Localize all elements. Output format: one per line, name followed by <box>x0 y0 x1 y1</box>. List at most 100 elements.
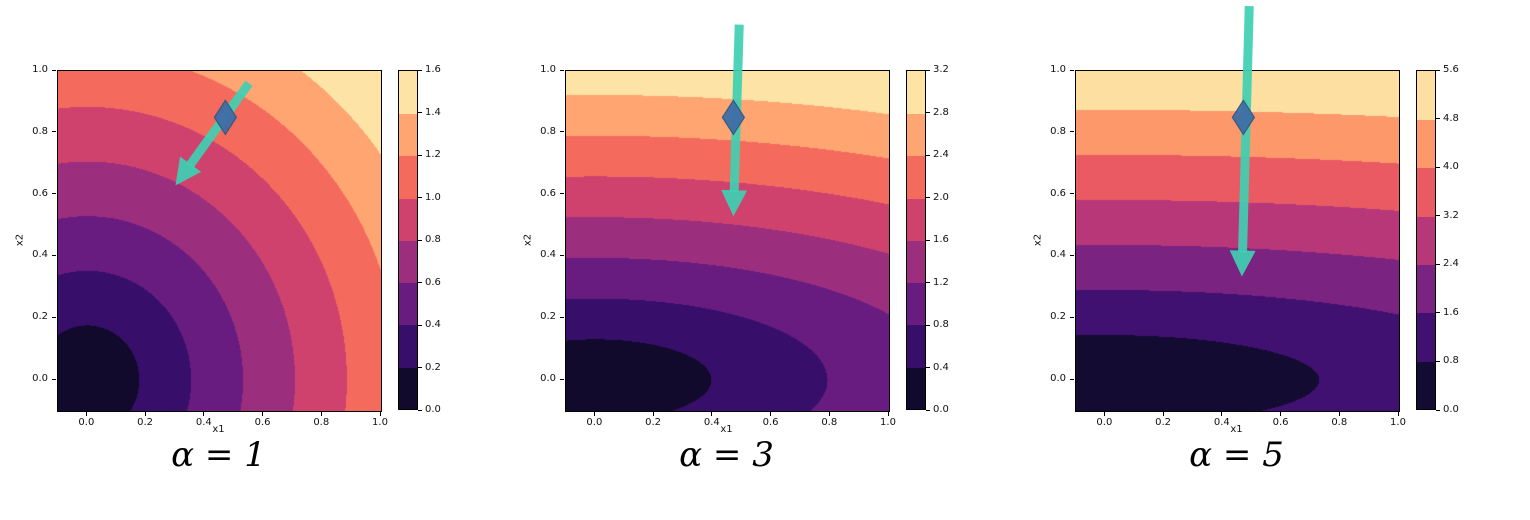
x-tick-mark <box>320 412 322 416</box>
x-tick-label: 0.4 <box>195 417 212 428</box>
colorbar-tick-label: 1.2 <box>933 276 949 288</box>
x-tick-mark <box>1103 412 1105 416</box>
colorbar-tick-label: 1.4 <box>425 106 441 118</box>
colorbar-band <box>399 282 417 326</box>
contour-panel-alpha-1: x2 x1 α = 1 0.0 0.2 0.4 0.6 0.8 1.0 0.0 0.2 0.4 0… <box>0 0 510 520</box>
caption-alpha-1: α = 1 <box>171 435 266 475</box>
y-tick-label: 0.2 <box>540 311 556 323</box>
colorbar-band <box>907 71 925 115</box>
axes <box>57 70 382 412</box>
colorbar-tick-label: 0.2 <box>425 361 441 373</box>
y-tick-mark <box>52 69 56 71</box>
y-axis-label: x2 <box>14 233 26 247</box>
y-tick-label: 0.0 <box>32 373 48 385</box>
colorbar-band <box>907 155 925 199</box>
x-tick-mark <box>1338 412 1340 416</box>
x-tick-label: 1.0 <box>1390 417 1406 428</box>
x-tick-mark <box>887 412 889 416</box>
colorbar-tick-mark <box>926 282 930 283</box>
colorbar-band <box>1417 119 1435 169</box>
colorbar-tick-label: 1.0 <box>425 191 441 203</box>
colorbar <box>1416 70 1436 410</box>
y-tick-mark <box>52 131 56 133</box>
colorbar-tick-label: 2.0 <box>933 191 949 203</box>
y-tick-label: 0.0 <box>540 373 556 385</box>
colorbar-tick-mark <box>418 112 422 113</box>
colorbar-band <box>399 71 417 115</box>
y-tick-label: 0.0 <box>1050 373 1066 385</box>
x-tick-mark <box>1397 412 1399 416</box>
y-tick-mark <box>560 378 564 380</box>
colorbar-band <box>907 240 925 284</box>
colorbar-tick-mark <box>418 282 422 283</box>
y-axis-label: x2 <box>1032 233 1044 247</box>
colorbar-tick-label: 0.8 <box>933 319 949 330</box>
y-tick-mark <box>1070 131 1074 133</box>
x-tick-label: 0.2 <box>137 417 154 428</box>
colorbar-tick-mark <box>1436 360 1440 362</box>
x-tick-mark <box>1280 412 1282 416</box>
marker-arrow-overlay <box>721 24 748 217</box>
colorbar-tick-label: 2.4 <box>933 149 949 160</box>
gradient-arrow-head <box>1229 250 1256 277</box>
y-tick-label: 0.2 <box>32 311 48 323</box>
colorbar-tick-mark <box>418 367 422 368</box>
marker-arrow-overlay <box>175 80 253 186</box>
y-tick-mark <box>1070 193 1074 195</box>
colorbar-tick-label: 0.6 <box>425 276 441 288</box>
axes <box>1075 5 1400 412</box>
x-tick-label: 0.4 <box>1213 417 1230 428</box>
y-tick-label: 0.8 <box>1050 125 1066 137</box>
colorbar-band <box>1417 360 1435 409</box>
y-tick-mark <box>560 254 564 256</box>
x-tick-label: 1.0 <box>372 417 388 428</box>
y-tick-mark <box>560 69 564 71</box>
y-tick-label: 1.0 <box>540 64 556 75</box>
colorbar-tick-label: 1.2 <box>425 149 441 160</box>
x-tick-label: 0.8 <box>313 417 330 428</box>
caption-alpha-3: α = 3 <box>679 435 774 475</box>
x-tick-label: 0.4 <box>703 417 720 428</box>
colorbar <box>398 70 418 410</box>
colorbar-tick-label: 3.2 <box>1443 209 1459 221</box>
colorbar-tick-mark <box>926 69 930 71</box>
y-tick-mark <box>1070 69 1074 71</box>
colorbar-tick-label: 0.4 <box>425 319 441 330</box>
colorbar-band <box>1417 312 1435 362</box>
colorbar-tick-mark <box>926 197 930 198</box>
x-tick-label: 1.0 <box>880 417 896 428</box>
colorbar-tick-mark <box>926 409 930 411</box>
x-axis-label: x1 <box>1230 424 1243 435</box>
point-marker <box>1231 99 1256 136</box>
gradient-arrow-head <box>175 156 202 186</box>
y-tick-mark <box>1070 254 1074 256</box>
colorbar-tick-mark <box>1436 409 1440 411</box>
x-tick-label: 0.2 <box>645 417 662 428</box>
contour-field-canvas <box>566 71 889 411</box>
x-tick-mark <box>262 412 264 416</box>
colorbar-tick-label: 2.8 <box>933 106 949 118</box>
colorbar-band <box>1417 71 1435 121</box>
x-tick-mark <box>1162 412 1164 416</box>
x-tick-mark <box>1221 412 1223 416</box>
colorbar-band <box>907 282 925 326</box>
x-tick-label: 0.2 <box>1155 417 1172 428</box>
y-tick-label: 0.6 <box>32 187 48 199</box>
y-tick-label: 0.6 <box>540 187 556 199</box>
y-axis-label: x2 <box>522 233 534 247</box>
colorbar-band <box>399 113 417 157</box>
y-tick-mark <box>52 254 56 256</box>
colorbar-tick-label: 4.8 <box>1443 112 1459 124</box>
colorbar-tick-label: 1.6 <box>425 64 441 75</box>
colorbar-tick-label: 0.0 <box>933 404 949 415</box>
y-tick-mark <box>1070 378 1074 380</box>
x-tick-label: 0.6 <box>254 417 271 428</box>
y-tick-mark <box>52 193 56 195</box>
y-tick-label: 0.8 <box>540 125 556 137</box>
colorbar-tick-label: 0.0 <box>425 404 441 415</box>
colorbar-tick-mark <box>1436 263 1440 265</box>
contour-panel-alpha-3: x2 x1 α = 3 0.0 0.2 0.4 0.6 0.8 1.0 0.0 0.2 0.4 0… <box>508 0 1018 520</box>
y-tick-label: 0.4 <box>1050 249 1066 261</box>
colorbar-band <box>399 240 417 284</box>
